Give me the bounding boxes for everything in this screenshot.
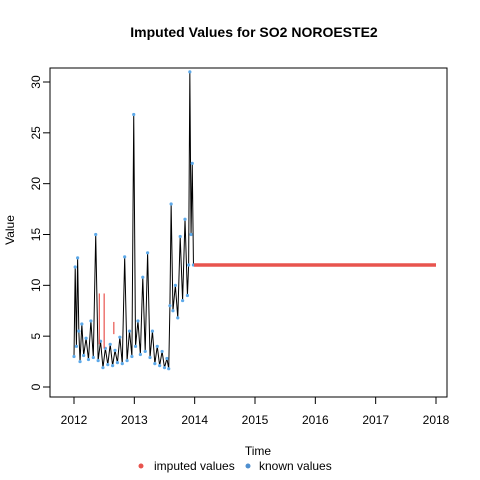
y-tick-label: 25 <box>29 126 43 140</box>
known-value-point <box>188 70 192 74</box>
known-value-point <box>169 202 173 206</box>
known-value-point <box>138 352 142 357</box>
y-tick-label: 0 <box>29 383 43 390</box>
known-value-point <box>158 364 162 368</box>
known-value-point <box>120 362 124 366</box>
known-value-point <box>171 309 175 313</box>
known-value-point <box>96 358 100 363</box>
x-tick-label: 2018 <box>423 413 450 427</box>
y-tick-label: 5 <box>29 333 43 340</box>
known-value-point <box>80 322 84 326</box>
known-value-point <box>143 349 147 354</box>
known-value-point <box>190 161 194 165</box>
known-value-point <box>77 329 81 333</box>
known-value-point <box>146 251 150 255</box>
known-value-point <box>106 363 110 367</box>
known-value-point <box>130 354 134 359</box>
known-value-point <box>89 319 93 323</box>
y-tick-label: 30 <box>29 75 43 89</box>
x-axis-label: Time <box>245 444 272 458</box>
known-value-point <box>160 349 164 354</box>
known-value-point <box>73 265 77 269</box>
y-axis-label: Value <box>3 215 17 245</box>
known-value-point <box>189 232 193 237</box>
known-value-point <box>178 234 182 239</box>
y-axis: 0 5 10 15 20 25 30 <box>29 75 51 390</box>
data-layer <box>72 70 436 371</box>
known-value-point <box>181 298 185 303</box>
x-tick-label: 2012 <box>61 413 88 427</box>
known-value-point <box>133 344 138 348</box>
known-value-point <box>82 353 86 358</box>
legend-imputed-label: imputed values <box>154 459 235 473</box>
x-tick-label: 2013 <box>121 413 148 427</box>
legend-imputed-marker <box>138 463 144 469</box>
y-tick-label: 20 <box>29 177 43 191</box>
known-value-point <box>74 344 79 348</box>
known-value-point <box>78 359 82 364</box>
known-value-point <box>108 342 112 346</box>
known-value-point <box>176 316 180 320</box>
known-value-point <box>162 366 167 370</box>
y-tick-label: 15 <box>29 228 43 242</box>
known-value-point <box>141 275 145 279</box>
x-tick-label: 2017 <box>362 413 389 427</box>
known-value-point <box>127 329 132 333</box>
known-value-point <box>153 362 157 366</box>
known-value-point <box>72 354 76 359</box>
known-value-point <box>76 256 80 260</box>
x-axis: 2012 2013 2014 2015 2016 2017 2018 <box>61 396 450 427</box>
known-value-point <box>148 355 152 360</box>
known-value-point <box>91 355 95 360</box>
known-value-point <box>86 357 91 362</box>
known-values-line <box>73 71 194 369</box>
known-value-point <box>185 293 190 298</box>
known-value-point <box>123 255 127 259</box>
known-value-point <box>168 304 172 308</box>
known-value-point <box>150 329 155 333</box>
x-tick-label: 2015 <box>242 413 269 427</box>
known-value-point <box>167 367 171 371</box>
known-value-point <box>165 356 169 361</box>
chart-title: Imputed Values for SO2 NOROESTE2 <box>130 24 378 40</box>
legend-known-marker <box>245 463 251 469</box>
known-value-point <box>111 364 115 368</box>
known-value-point <box>94 232 98 237</box>
y-tick-label: 10 <box>29 278 43 292</box>
known-value-point <box>101 366 105 370</box>
known-value-point <box>155 344 159 348</box>
legend: imputed values known values <box>138 459 332 473</box>
known-value-point <box>136 319 140 323</box>
known-value-point <box>115 361 120 365</box>
known-value-point <box>132 112 136 117</box>
known-value-point <box>118 335 122 339</box>
known-value-point <box>173 283 177 287</box>
known-value-point <box>187 263 191 267</box>
x-tick-label: 2016 <box>302 413 329 427</box>
x-tick-label: 2014 <box>181 413 208 427</box>
legend-known-label: known values <box>259 459 332 473</box>
known-value-point <box>125 358 129 363</box>
known-value-point <box>113 348 117 352</box>
known-value-point <box>183 217 187 221</box>
known-value-point <box>84 336 88 340</box>
